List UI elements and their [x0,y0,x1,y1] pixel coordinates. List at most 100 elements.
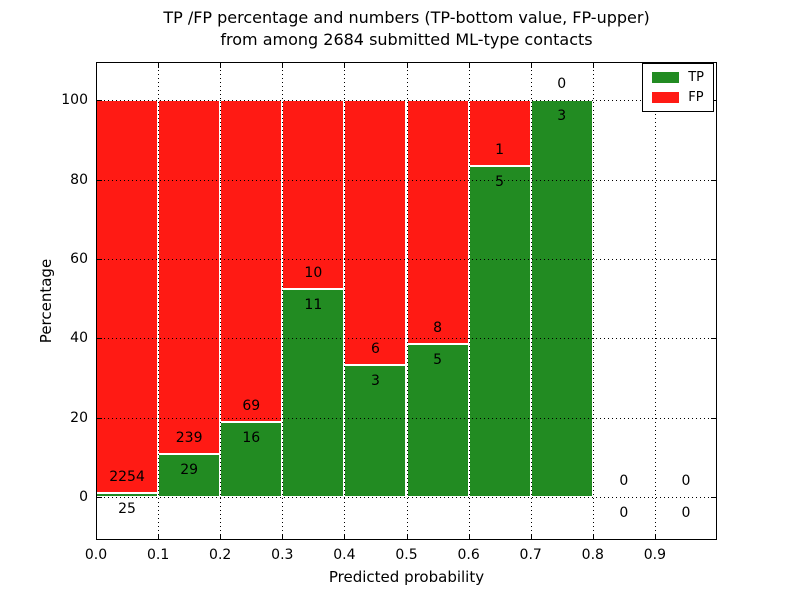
gridline-y-0 [96,497,717,498]
y-tickmark-left-100 [97,100,102,101]
gridline-x-0.3 [282,62,283,540]
y-tickmark-right-80 [711,180,716,181]
x-tickmark-bottom-0.3 [282,534,283,539]
y-tickmark-left-40 [97,338,102,339]
gridline-x-0.4 [344,62,345,540]
gridline-x-0.5 [407,62,408,540]
bar-tp-0.7-0.8 [530,100,593,498]
fp-count-label-0.0-0.1: 2254 [109,468,145,485]
y-tick-label-40: 40 [70,330,88,347]
gridline-y-20 [96,418,717,419]
fp-count-label-0.1-0.2: 239 [175,430,203,447]
bar-fp-0.1-0.2 [158,100,221,455]
x-tickmark-top-0.6 [469,63,470,68]
y-tickmark-left-80 [97,180,102,181]
bar-fp-0.0-0.1 [96,100,159,493]
fp-count-label-0.7-0.8: 0 [557,76,567,93]
legend-label-tp: TP [688,70,704,85]
legend-entry-fp: FP [652,91,704,104]
x-tickmark-bottom-0.9 [655,534,656,539]
x-tickmark-bottom-0.7 [531,534,532,539]
y-tick-label-60: 60 [70,250,88,267]
x-tick-label-0.1: 0.1 [146,547,170,563]
y-tickmark-right-0 [711,497,716,498]
bar-tp-0.1-0.2 [158,454,221,498]
x-axis-label: Predicted probability [328,568,485,586]
gridline-x-0.9 [655,62,656,540]
tp-count-label-0.3-0.4: 11 [304,297,323,314]
x-tick-label-0.8: 0.8 [581,547,604,563]
x-tickmark-top-0.7 [531,63,532,68]
y-tickmark-right-20 [711,418,716,419]
fp-count-label-0.6-0.7: 1 [495,142,505,159]
bar-tp-0.6-0.7 [468,166,531,498]
fp-count-label-0.5-0.6: 8 [433,320,443,337]
tp-count-label-0.8-0.9: 0 [619,505,629,522]
chart-title-line-1: TP /FP percentage and numbers (TP-bottom… [163,8,650,27]
bar-tp-0.3-0.4 [282,289,345,498]
x-tickmark-bottom-0.2 [220,534,221,539]
y-tickmark-left-0 [97,497,102,498]
legend-label-fp: FP [688,90,704,105]
x-tick-label-0.2: 0.2 [209,547,232,563]
x-tickmark-top-0.1 [158,63,159,68]
x-tick-label-0.3: 0.3 [271,547,294,563]
legend: TP FP [642,63,714,112]
bar-fp-0.3-0.4 [282,100,345,290]
y-tick-label-20: 20 [70,409,88,426]
fp-count-label-0.2-0.3: 69 [242,398,261,415]
chart-title-line-2: from among 2684 submitted ML-type contac… [220,30,593,49]
y-tickmark-right-60 [711,259,716,260]
tp-count-label-0.2-0.3: 16 [242,430,261,447]
fp-count-label-0.3-0.4: 10 [304,265,323,282]
y-tickmark-left-20 [97,418,102,419]
tp-swatch-icon [652,72,680,83]
gridline-x-0.6 [469,62,470,540]
gridline-y-100 [96,100,717,101]
gridline-x-0.1 [158,62,159,540]
x-tickmark-top-0.3 [282,63,283,68]
gridline-x-0.8 [593,62,594,540]
bar-fp-0.4-0.5 [344,100,407,365]
x-tick-label-0.6: 0.6 [457,547,480,563]
x-tickmark-bottom-0 [96,534,97,539]
x-tickmark-bottom-0.4 [344,534,345,539]
x-tick-label-0.5: 0.5 [395,547,418,563]
x-tick-label-0.7: 0.7 [519,547,542,563]
y-tick-label-100: 100 [61,92,88,109]
bar-fp-0.6-0.7 [468,100,531,167]
x-tickmark-top-0.4 [344,63,345,68]
fp-swatch-icon [652,92,680,103]
tp-count-label-0.0-0.1: 25 [118,500,136,517]
chart-title: TP /FP percentage and numbers (TP-bottom… [96,7,717,51]
gridline-y-40 [96,338,717,339]
fp-count-label-0.8-0.9: 0 [619,473,629,490]
bar-fp-0.5-0.6 [406,100,469,345]
x-tickmark-bottom-0.6 [469,534,470,539]
legend-entry-tp: TP [652,71,704,84]
gridline-x-0.2 [220,62,221,540]
gridline-y-60 [96,259,717,260]
x-tick-label-0.9: 0.9 [643,547,667,563]
fp-count-label-0.4-0.5: 6 [370,340,380,357]
tp-count-label-0.1-0.2: 29 [180,462,199,479]
y-tickmark-left-60 [97,259,102,260]
bar-tp-0.4-0.5 [344,364,407,498]
x-tickmark-top-0 [96,63,97,68]
bar-tp-0.5-0.6 [406,344,469,498]
tp-count-label-0.6-0.7: 5 [495,174,505,191]
x-tickmark-bottom-0.5 [407,534,408,539]
tp-count-label-0.9-1.0: 0 [681,505,691,522]
tp-count-label-0.7-0.8: 3 [557,108,567,125]
tp-count-label-0.4-0.5: 3 [370,372,380,389]
x-tick-label-0.4: 0.4 [333,547,356,563]
y-tick-label-0: 0 [79,489,88,506]
x-tickmark-top-0.8 [593,63,594,68]
x-tickmark-bottom-0.8 [593,534,594,539]
y-tickmark-right-40 [711,338,716,339]
y-tick-label-80: 80 [70,171,88,188]
gridline-x-0.7 [531,62,532,540]
gridline-y-80 [96,180,717,181]
bar-fp-0.2-0.3 [220,100,283,423]
